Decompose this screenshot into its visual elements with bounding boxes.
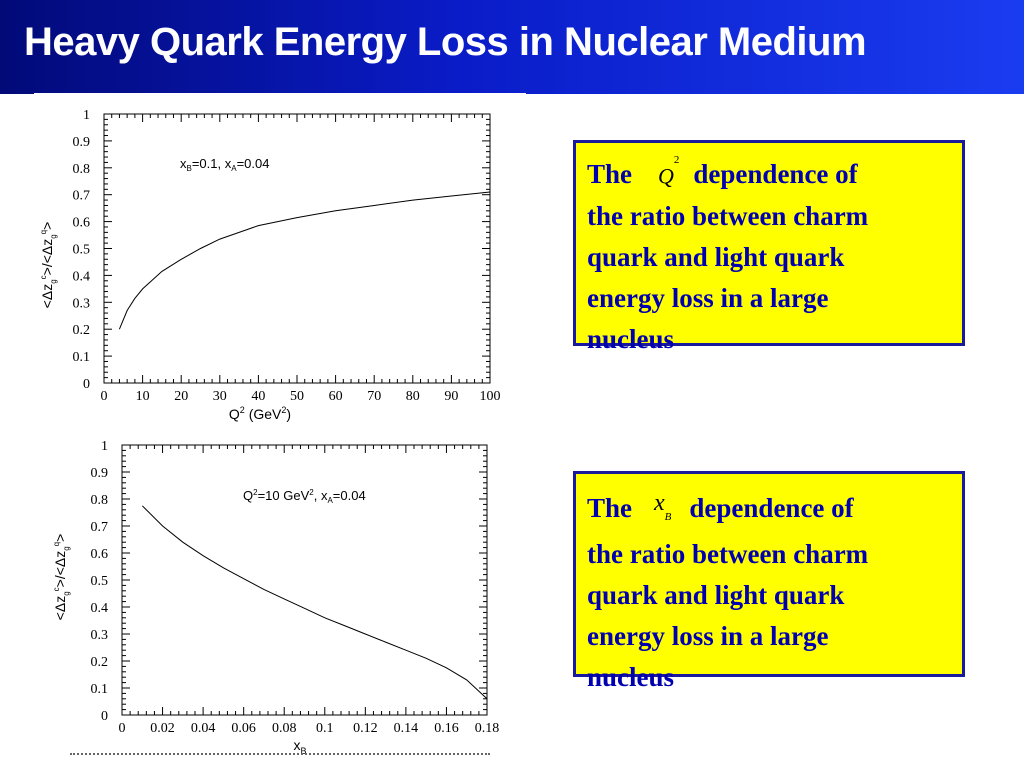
y-axis-label: <Δzgc>/<Δzgq> bbox=[52, 534, 71, 621]
plot-border bbox=[103, 113, 491, 384]
y-tick-label: 0 bbox=[83, 377, 90, 392]
chart-annotation: xB=0.1, xA=0.04 bbox=[180, 156, 269, 173]
series-line-0 bbox=[118, 191, 491, 330]
chart-annotation: Q2=10 GeV2, xA=0.04 bbox=[243, 488, 366, 505]
y-tick-label: 0.9 bbox=[91, 466, 109, 481]
slide-title: Heavy Quark Energy Loss in Nuclear Mediu… bbox=[24, 20, 867, 64]
x-tick-label: 60 bbox=[329, 389, 343, 404]
x-tick-label: 70 bbox=[367, 389, 381, 404]
note-line: energy loss in a large bbox=[587, 283, 829, 314]
y-tick-label: 0.1 bbox=[91, 682, 109, 697]
note-first-line: The xB dependence of bbox=[587, 483, 952, 534]
note-line: energy loss in a large bbox=[587, 620, 829, 651]
note-first-line: The Q2 dependence of bbox=[587, 152, 952, 196]
note-line: quark and light quark bbox=[587, 579, 845, 610]
x-tick-label: 0.12 bbox=[353, 721, 378, 736]
symbol-base: x bbox=[654, 490, 665, 516]
x-tick-label: 0 bbox=[101, 389, 108, 404]
y-tick-label: 0.3 bbox=[91, 628, 109, 643]
y-tick-label: 0.6 bbox=[91, 547, 109, 562]
x-tick-label: 80 bbox=[406, 389, 420, 404]
x-tick-label: 0.04 bbox=[191, 721, 216, 736]
x-tick-label: 0.02 bbox=[150, 721, 175, 736]
y-tick-label: 0.6 bbox=[73, 216, 91, 231]
x-axis-label: xB bbox=[293, 737, 306, 756]
y-tick-labels: 0 0.1 0.2 0.3 0.4 0.5 0.6 0.7 0.8 0.9 1 bbox=[73, 108, 91, 392]
y-tick-labels: 0 0.1 0.2 0.3 0.4 0.5 0.6 0.7 0.8 0.9 1 bbox=[91, 439, 109, 724]
x-axis-label: Q2 (GeV2) bbox=[229, 405, 291, 422]
axis-ticks bbox=[103, 113, 491, 384]
note-rest: dependence of bbox=[689, 492, 854, 523]
note-prefix: The bbox=[587, 158, 633, 189]
note-box-xb: The xB dependence of the ratio between c… bbox=[573, 471, 965, 692]
y-tick-label: 0.2 bbox=[91, 655, 109, 670]
y-axis-label: <Δzgc>/<Δzgq> bbox=[39, 222, 58, 309]
note-prefix: The bbox=[587, 492, 633, 523]
y-tick-label: 0.4 bbox=[73, 269, 91, 284]
note-line: nucleus bbox=[587, 661, 675, 692]
plot-frame bbox=[103, 113, 491, 384]
x-tick-label: 100 bbox=[480, 389, 501, 404]
y-tick-label: 0.2 bbox=[73, 323, 91, 338]
symbol-superscript: 2 bbox=[673, 154, 680, 166]
q-squared-symbol: Q2 bbox=[658, 152, 679, 196]
y-tick-label: 0.3 bbox=[73, 296, 91, 311]
x-tick-label: 0.1 bbox=[316, 721, 334, 736]
y-tick-label: 1 bbox=[101, 439, 108, 454]
x-tick-label: 50 bbox=[290, 389, 304, 404]
x-tick-label: 0.06 bbox=[231, 721, 256, 736]
note-line: nucleus bbox=[587, 324, 675, 355]
note-line: the ratio between charm bbox=[587, 201, 869, 232]
y-tick-label: 0.5 bbox=[73, 243, 91, 258]
x-tick-label: 10 bbox=[136, 389, 150, 404]
y-tick-label: 0.8 bbox=[73, 162, 91, 177]
note-box-q2: The Q2 dependence of the ratio between c… bbox=[573, 140, 965, 354]
y-tick-label: 0.7 bbox=[73, 189, 91, 204]
series-line-0 bbox=[141, 505, 488, 700]
symbol-base: Q bbox=[658, 163, 674, 189]
x-tick-label: 20 bbox=[174, 389, 188, 404]
y-tick-label: 0.1 bbox=[73, 350, 91, 365]
x-b-symbol: xB bbox=[654, 483, 671, 534]
note-line: the ratio between charm bbox=[587, 538, 869, 569]
symbol-subscript: B bbox=[664, 510, 672, 523]
x-tick-label: 0.18 bbox=[475, 721, 500, 736]
y-tick-label: 0.5 bbox=[91, 574, 109, 589]
title-divider bbox=[34, 93, 526, 95]
plot-frame bbox=[121, 444, 488, 716]
x-tick-label: 30 bbox=[213, 389, 227, 404]
note-rest: dependence of bbox=[693, 158, 858, 189]
title-bar: Heavy Quark Energy Loss in Nuclear Mediu… bbox=[0, 0, 1024, 94]
x-tick-label: 90 bbox=[444, 389, 458, 404]
chart-q2-dependence: 0 10 20 30 40 50 60 70 80 90 100 00.10.20.30.40.50… bbox=[39, 108, 501, 422]
x-tick-label: 0 bbox=[119, 721, 126, 736]
y-tick-label: 1 bbox=[83, 108, 90, 123]
cropped-caption-fragment bbox=[70, 753, 490, 759]
x-tick-labels: 0 10 20 30 40 50 60 70 80 90 100 bbox=[101, 389, 501, 404]
x-tick-label: 0.08 bbox=[272, 721, 297, 736]
note-line: quark and light quark bbox=[587, 242, 845, 273]
y-tick-label: 0.7 bbox=[91, 520, 109, 535]
x-tick-label: 40 bbox=[251, 389, 265, 404]
plot-border bbox=[121, 444, 488, 716]
x-tick-label: 0.14 bbox=[394, 721, 419, 736]
x-tick-label: 0.16 bbox=[434, 721, 459, 736]
axis-ticks bbox=[121, 444, 488, 716]
x-tick-labels: 0 0.02 0.04 0.06 0.08 0.1 0.12 0.14 0.16 0.18 bbox=[119, 721, 500, 736]
y-tick-label: 0.9 bbox=[73, 135, 91, 150]
y-tick-label: 0.8 bbox=[91, 493, 109, 508]
y-tick-label: 0.4 bbox=[91, 601, 109, 616]
y-tick-label: 0 bbox=[101, 709, 108, 724]
chart-xb-dependence: 0 0.02 0.04 0.06 0.08 0.1 0.12 0.14 0.16 0.18 0 0.… bbox=[52, 439, 500, 756]
